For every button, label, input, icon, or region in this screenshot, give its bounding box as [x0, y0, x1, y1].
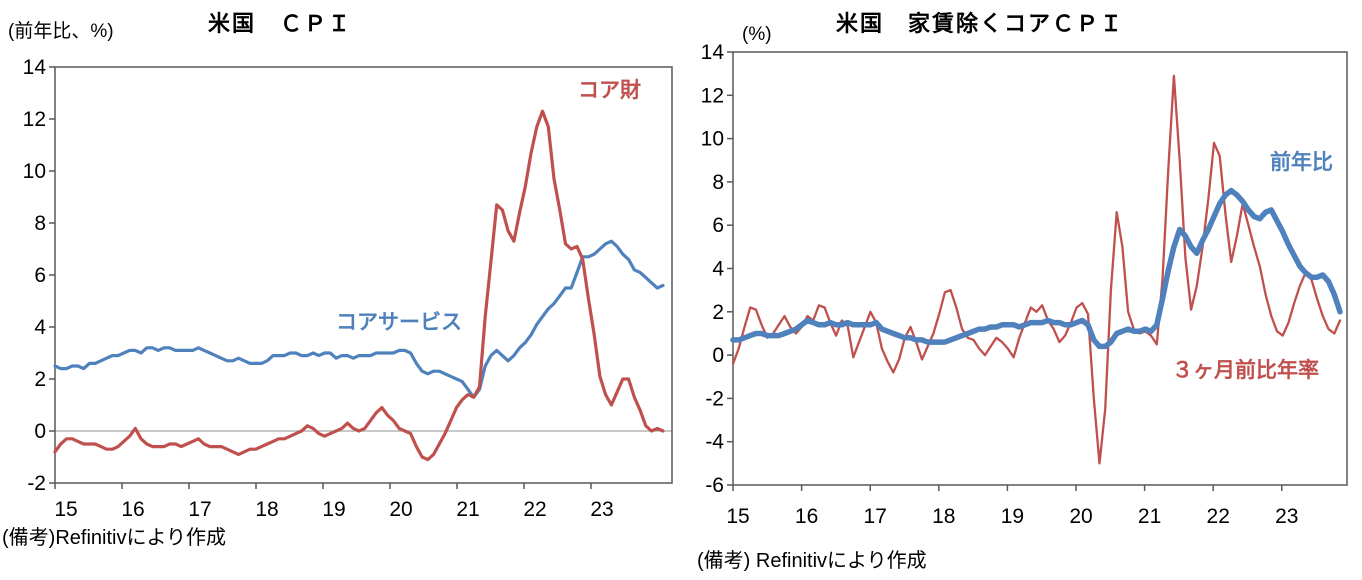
x-tick-label: 23: [1275, 505, 1298, 528]
x-tick-label: 23: [590, 498, 613, 521]
y-tick-label: 8: [712, 171, 724, 194]
y-tick-label: 10: [23, 160, 46, 183]
y-tick-label: 8: [34, 212, 46, 235]
y-tick-label: -2: [27, 472, 46, 495]
series-line-1: [730, 187, 1343, 350]
y-tick-label: -6: [705, 474, 724, 497]
y-tick-label: 2: [712, 301, 724, 324]
x-tick-label: 21: [1138, 505, 1161, 528]
x-tick-label: 20: [389, 498, 412, 521]
y-tick-label: 12: [701, 84, 724, 107]
plot-border: [54, 66, 673, 484]
plot-border: [732, 51, 1348, 486]
series-line-0: [731, 74, 1342, 465]
x-tick-label: 16: [795, 505, 818, 528]
x-tick-label: 15: [726, 505, 749, 528]
y-tick-label: 4: [34, 316, 46, 339]
chart-title: 米国 ＣＰＩ: [207, 11, 352, 36]
y-tick-label: -2: [705, 387, 724, 410]
x-tick-label: 22: [523, 498, 546, 521]
y-tick-label: 10: [701, 128, 724, 151]
y-axis-unit-label: (前年比、%): [8, 21, 114, 42]
x-tick-label: 19: [322, 498, 345, 521]
x-tick-label: 21: [456, 498, 479, 521]
y-tick-label: -4: [705, 431, 724, 454]
x-tick-label: 16: [121, 498, 144, 521]
y-tick-label: 0: [34, 420, 46, 443]
y-tick-label: 6: [34, 264, 46, 287]
us-core-cpi-ex-rent-chart-panel: 14 12 10 8 6 4 2 0 -2 -4 -6 15 16 17 18 19 20 21 22 23 (%) …: [690, 0, 1362, 580]
series-label-3mo-annualized: ３ヶ月前比年率: [1172, 359, 1319, 382]
chart-title: 米国 家賃除くコアＣＰＩ: [835, 11, 1124, 36]
x-tick-label: 15: [54, 498, 77, 521]
x-tick-label: 18: [255, 498, 278, 521]
x-tick-label: 17: [864, 505, 887, 528]
source-footnote: (備考) Refinitivにより作成: [697, 550, 927, 572]
x-tick-label: 18: [932, 505, 955, 528]
y-tick-label: 14: [701, 41, 725, 64]
y-tick-label: 6: [712, 214, 724, 237]
y-tick-label: 14: [23, 56, 47, 79]
series-label-yoy: 前年比: [1270, 151, 1333, 174]
x-tick-label: 22: [1207, 505, 1230, 528]
series-label-core-goods: コア財: [578, 79, 641, 102]
y-tick-label: 2: [34, 368, 46, 391]
series-line-1: [53, 109, 665, 462]
x-tick-label: 20: [1069, 505, 1092, 528]
x-tick-label: 17: [188, 498, 211, 521]
y-axis-unit-label: (%): [742, 24, 772, 45]
series-line-0: [53, 239, 665, 399]
series-label-core-services: コアサービス: [336, 311, 462, 334]
y-tick-label: 0: [712, 344, 724, 367]
y-tick-label: 4: [712, 258, 724, 281]
y-tick-label: 12: [23, 108, 46, 131]
x-tick-label: 19: [1001, 505, 1024, 528]
source-footnote: (備考)Refinitivにより作成: [2, 527, 227, 549]
us-cpi-chart-panel: 14 12 10 8 6 4 2 0 -2 15 16 17 18 19 20 21 22 23 (前年比、%) …: [2, 11, 673, 549]
